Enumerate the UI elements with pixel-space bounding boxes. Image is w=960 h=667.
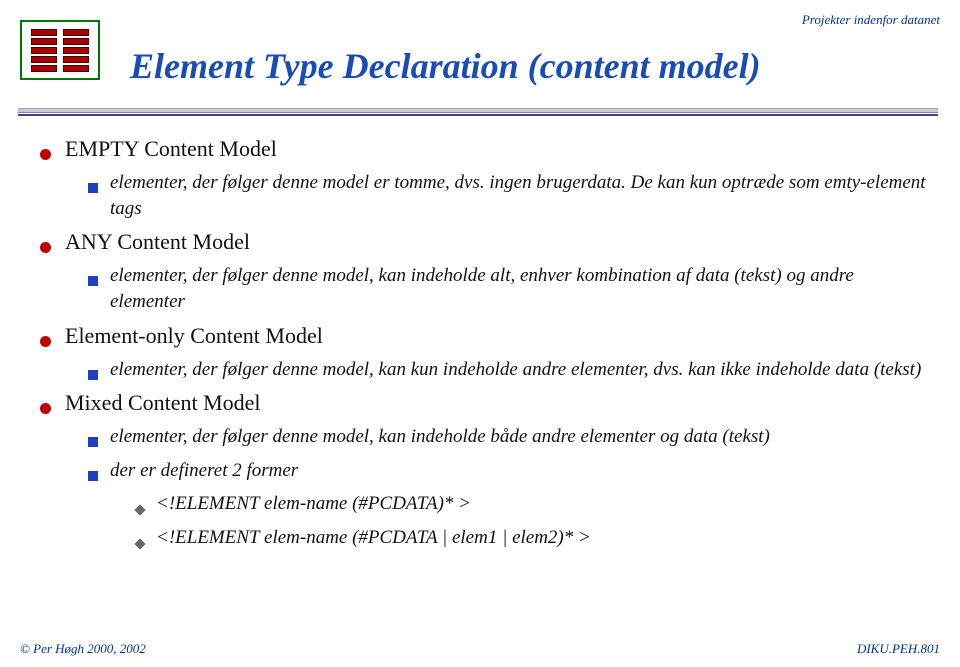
bullet-icon	[40, 242, 51, 253]
section-label: Element-only Content Model	[65, 323, 323, 349]
section-text: der er defineret 2 former	[110, 458, 298, 484]
section-label: Mixed Content Model	[65, 390, 261, 416]
logo	[20, 20, 100, 80]
section-item: elementer, der følger denne model, kan i…	[88, 424, 930, 450]
footer-left: © Per Høgh 2000, 2002	[20, 641, 146, 657]
section-text: elementer, der følger denne model er tom…	[110, 170, 930, 221]
bullet-icon	[88, 370, 98, 380]
bullet-icon	[40, 403, 51, 414]
section-subitem: <!ELEMENT elem-name (#PCDATA)* >	[136, 491, 930, 517]
bullet-icon	[40, 149, 51, 160]
header-label: Projekter indenfor datanet	[802, 12, 940, 28]
bullet-icon	[88, 276, 98, 286]
section-item: elementer, der følger denne model er tom…	[88, 170, 930, 221]
section-heading: EMPTY Content Model	[40, 136, 930, 162]
bullet-icon	[88, 183, 98, 193]
section-subitem: <!ELEMENT elem-name (#PCDATA | elem1 | e…	[136, 525, 930, 551]
page-title: Element Type Declaration (content model)	[130, 45, 761, 87]
footer-right: DIKU.PEH.801	[857, 641, 940, 657]
section-heading: Mixed Content Model	[40, 390, 930, 416]
section-heading: ANY Content Model	[40, 229, 930, 255]
section-subtext: <!ELEMENT elem-name (#PCDATA)* >	[156, 491, 471, 517]
section-subtext: <!ELEMENT elem-name (#PCDATA | elem1 | e…	[156, 525, 591, 551]
bullet-icon	[88, 437, 98, 447]
section-label: EMPTY Content Model	[65, 136, 277, 162]
diamond-icon	[134, 505, 145, 516]
bullet-icon	[88, 471, 98, 481]
title-separator	[18, 108, 938, 116]
section-text: elementer, der følger denne model, kan i…	[110, 424, 770, 450]
section-label: ANY Content Model	[65, 229, 250, 255]
section-text: elementer, der følger denne model, kan k…	[110, 357, 921, 383]
section-item: elementer, der følger denne model, kan k…	[88, 357, 930, 383]
diamond-icon	[134, 538, 145, 549]
bullet-icon	[40, 336, 51, 347]
content-area: EMPTY Content Model elementer, der følge…	[40, 128, 930, 551]
section-item: elementer, der følger denne model, kan i…	[88, 263, 930, 314]
section-text: elementer, der følger denne model, kan i…	[110, 263, 930, 314]
section-item: der er defineret 2 former	[88, 458, 930, 484]
section-heading: Element-only Content Model	[40, 323, 930, 349]
